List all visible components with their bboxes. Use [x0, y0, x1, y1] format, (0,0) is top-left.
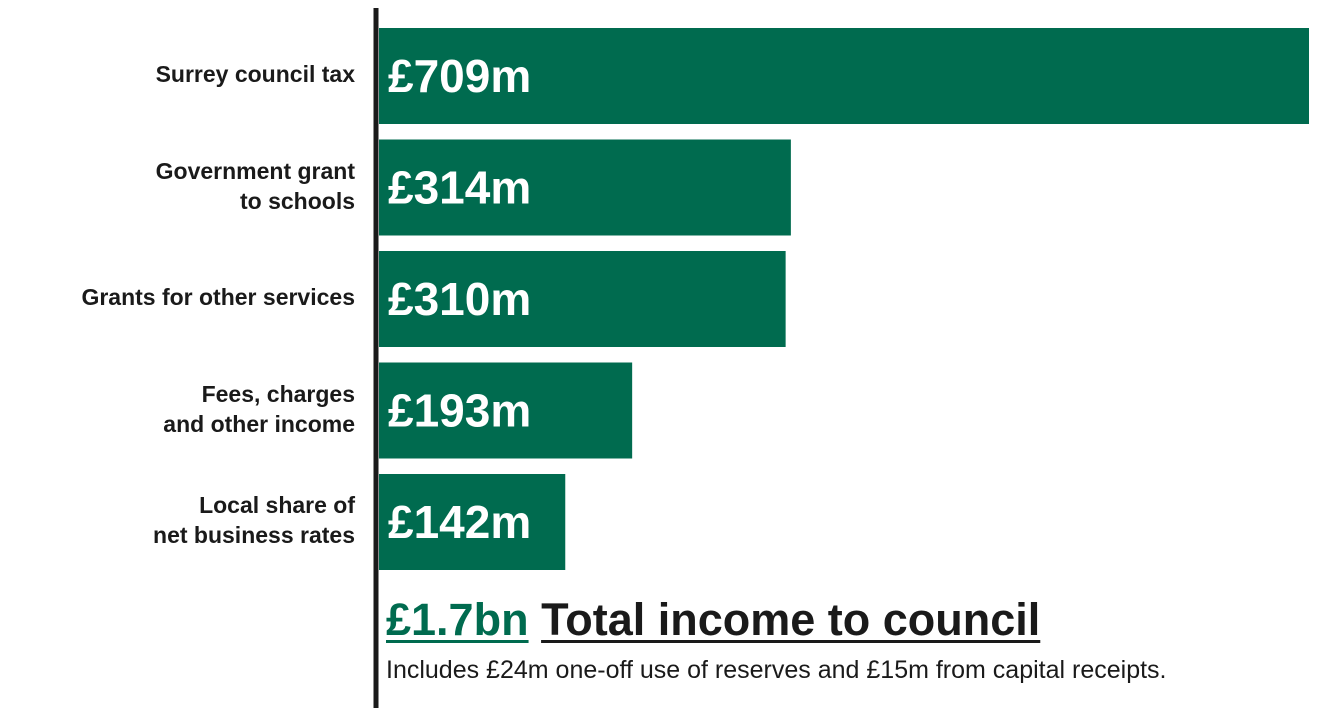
bar: [379, 139, 791, 236]
category-label-line: net business rates: [153, 522, 355, 548]
category-label-line: Government grant: [155, 157, 355, 184]
bar: [379, 474, 566, 570]
footnote: Includes £24m one-off use of reserves an…: [386, 656, 1167, 684]
bar: [379, 251, 786, 347]
bar: [379, 362, 633, 459]
total-income-text: Total income to council: [541, 594, 1041, 645]
bar-value-label: £310m: [388, 273, 531, 325]
category-label-line: and other income: [163, 410, 355, 437]
bar-value-label: £314m: [388, 162, 531, 214]
category-label: Grants for other services: [0, 282, 355, 312]
category-label: Government grant to schools: [0, 156, 355, 216]
bar-value-label: £709m: [388, 50, 531, 102]
total-income-heading: £1.7bn Total income to council: [386, 594, 1040, 646]
bar-value-label: £193m: [388, 385, 531, 437]
category-label: Surrey council tax: [0, 59, 355, 89]
total-income-value: £1.7bn: [386, 594, 529, 645]
category-label: Local share of net business rates: [0, 490, 355, 550]
category-label-line: to schools: [239, 187, 355, 214]
bar-value-label: £142m: [388, 496, 531, 548]
category-label-line: Surrey council tax: [155, 61, 355, 87]
category-label-line: Fees, charges: [201, 380, 355, 407]
bar: [379, 28, 1309, 124]
category-label: Fees, charges and other income: [0, 379, 355, 439]
category-label-line: Grants for other services: [81, 284, 355, 310]
category-label-line: Local share of: [199, 492, 355, 518]
